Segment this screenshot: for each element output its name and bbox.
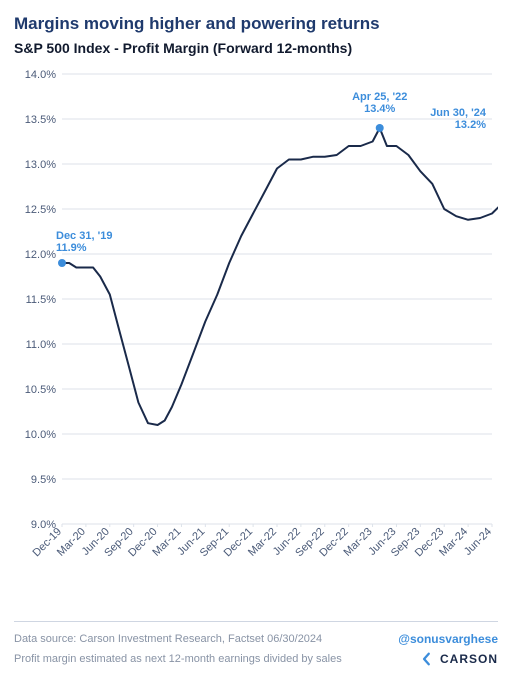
brand-name: CARSON [440, 652, 498, 666]
svg-text:13.4%: 13.4% [364, 103, 395, 115]
svg-text:Jun-24: Jun-24 [462, 526, 494, 558]
svg-text:13.2%: 13.2% [455, 119, 486, 131]
svg-text:12.5%: 12.5% [25, 204, 56, 216]
svg-text:13.5%: 13.5% [25, 114, 56, 126]
svg-text:Jun 30, '24: Jun 30, '24 [430, 107, 487, 119]
chart-container: Margins moving higher and powering retur… [0, 0, 512, 680]
chevron-left-icon [420, 652, 434, 666]
line-chart: 9.0%9.5%10.0%10.5%11.0%11.5%12.0%12.5%13… [14, 66, 498, 586]
brand-logo: CARSON [420, 652, 498, 666]
chart-title: Margins moving higher and powering retur… [14, 14, 498, 34]
svg-text:9.5%: 9.5% [31, 474, 56, 486]
svg-text:14.0%: 14.0% [25, 69, 56, 81]
svg-text:Dec 31, '19: Dec 31, '19 [56, 230, 112, 242]
svg-text:11.5%: 11.5% [26, 294, 57, 306]
svg-text:10.0%: 10.0% [25, 429, 56, 441]
svg-text:11.0%: 11.0% [26, 339, 57, 351]
svg-text:12.0%: 12.0% [25, 249, 56, 261]
chart-svg: 9.0%9.5%10.0%10.5%11.0%11.5%12.0%12.5%13… [14, 66, 498, 586]
data-source-text: Data source: Carson Investment Research,… [14, 633, 322, 645]
svg-text:13.0%: 13.0% [25, 159, 56, 171]
chart-subtitle: S&P 500 Index - Profit Margin (Forward 1… [14, 40, 498, 56]
author-handle: @sonusvarghese [398, 632, 498, 646]
footer: Data source: Carson Investment Research,… [14, 621, 498, 666]
svg-text:Apr 25, '22: Apr 25, '22 [352, 91, 407, 103]
svg-text:10.5%: 10.5% [25, 384, 56, 396]
footnote-text: Profit margin estimated as next 12-month… [14, 653, 342, 665]
svg-text:11.9%: 11.9% [56, 242, 87, 254]
